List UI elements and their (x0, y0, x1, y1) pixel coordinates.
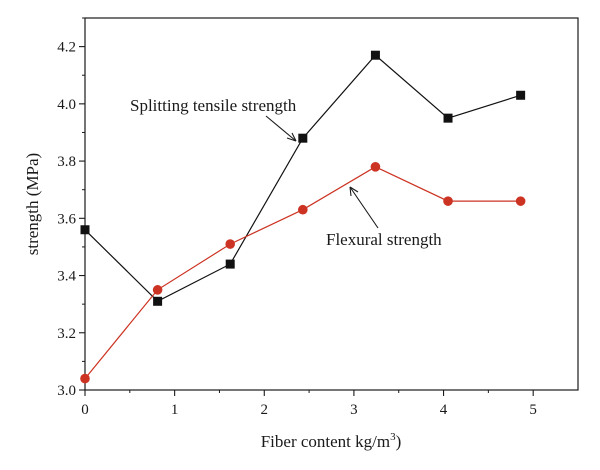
data-point-circle (298, 204, 308, 215)
x-axis-ticks: 0 1 2 3 4 5 (81, 390, 537, 418)
y-tick-label: 3.0 (57, 383, 76, 399)
data-point-circle (80, 373, 90, 384)
series-line-1 (84, 166, 521, 379)
data-point-square (298, 133, 308, 143)
x-tick-label: 0 (81, 402, 89, 418)
x-axis-label: Fiber content kg/m3) (261, 431, 402, 451)
y-tick-label: 3.2 (57, 326, 76, 342)
y-axis-ticks: 3.0 3.2 3.4 3.6 3.8 4.0 4.2 (57, 17, 85, 399)
annotation-arrow-splitting (265, 115, 297, 142)
data-point-square (225, 259, 235, 269)
x-tick-label: 1 (171, 402, 179, 418)
data-point-circle (225, 239, 236, 249)
y-tick-label: 3.8 (57, 154, 76, 170)
y-axis-label: strength (MPa) (23, 153, 42, 255)
plot-frame (84, 17, 579, 391)
data-point-circle (515, 196, 526, 206)
annotation-arrowhead-splitting (286, 132, 297, 142)
data-point-square (153, 296, 163, 306)
x-tick-label: 2 (261, 402, 269, 418)
annotation-flexural: Flexural strength (326, 230, 442, 249)
x-tick-label: 5 (529, 402, 537, 418)
annotation-arrow-flexural (349, 186, 379, 229)
data-point-circle (443, 196, 453, 206)
x-tick-label: 4 (440, 402, 448, 418)
data-point-square (516, 90, 526, 100)
x-tick-label: 3 (350, 402, 358, 418)
y-tick-label: 4.2 (57, 40, 76, 56)
y-tick-label: 3.6 (57, 211, 76, 227)
y-tick-label: 3.4 (57, 269, 76, 285)
series-layer (80, 50, 526, 384)
data-point-circle (152, 285, 163, 295)
data-point-circle (370, 162, 381, 172)
data-point-square (80, 225, 90, 235)
data-point-square (370, 50, 380, 60)
y-tick-label: 4.0 (57, 97, 76, 113)
annotation-arrowhead-flexural (349, 186, 359, 197)
data-point-square (443, 113, 453, 123)
annotation-splitting-tensile: Splitting tensile strength (130, 96, 297, 115)
series-line-0 (84, 54, 521, 303)
